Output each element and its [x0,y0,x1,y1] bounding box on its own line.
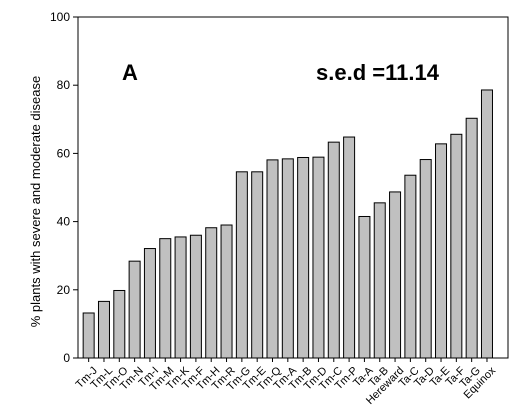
y-axis-label: % plants with severe and moderate diseas… [28,76,43,327]
x-axis: Tm-JTm-LTm-OTm-NTm-ITm-MTm-KTm-FTm-HTm-R… [74,358,499,407]
y-tick-label: 0 [63,351,70,365]
bar-tm-l [97,300,110,359]
bar-tm-f [189,234,202,359]
y-tick-label: 20 [57,283,71,297]
bar-ta-c [404,174,417,359]
bar-ta-a [358,215,371,359]
bars [82,89,493,359]
sed-annotation: s.e.d =11.14 [316,60,440,85]
bar-tm-o [113,289,126,359]
bar-tm-q [266,159,279,359]
bar-tm-d [312,156,325,359]
bar-tm-e [251,171,264,359]
bar-ta-g [465,117,478,359]
bar-tm-j [82,312,95,359]
bar-ta-f [450,133,463,359]
y-tick-label: 80 [57,78,71,92]
panel-label: A [122,60,138,85]
bar-tm-n [128,260,141,359]
bar-hereward [389,191,402,359]
bar-equinox [480,89,493,359]
y-tick-label: 100 [50,10,70,24]
bar-ta-d [419,159,432,359]
bar-tm-m [159,238,172,359]
bar-tm-p [343,136,356,359]
bar-tm-h [205,227,218,359]
bar-ta-e [435,143,448,359]
y-tick-label: 40 [57,215,71,229]
bar-tm-c [327,141,340,359]
y-tick-label: 60 [57,146,71,160]
bar-tm-i [143,248,156,359]
bar-tm-a [281,158,294,359]
bar-tm-r [220,224,233,359]
bar-ta-b [373,202,386,359]
bar-tm-b [297,156,310,359]
bar-tm-g [235,171,248,359]
bar-tm-k [174,236,187,359]
